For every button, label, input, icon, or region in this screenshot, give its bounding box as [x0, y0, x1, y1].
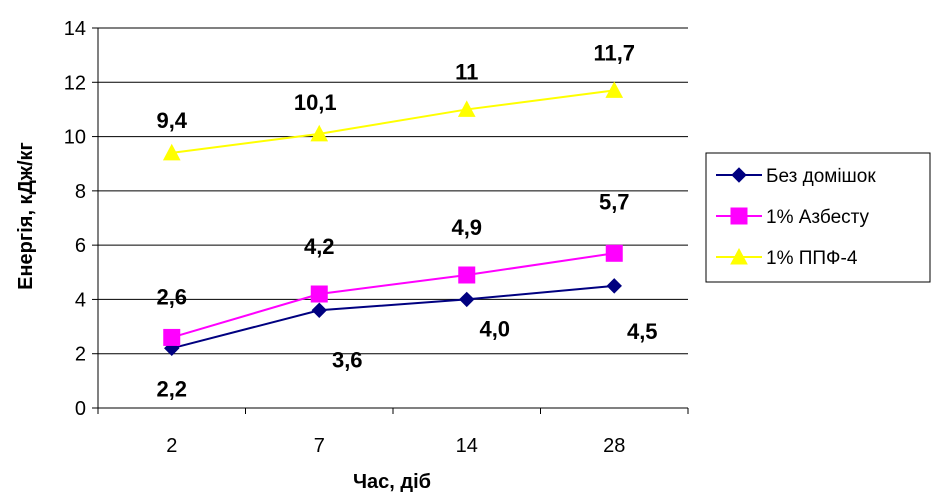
gridlines [98, 27, 688, 355]
y-tick-label: 2 [75, 344, 86, 366]
data-point [162, 143, 181, 161]
y-tick-label: 10 [64, 127, 86, 149]
legend-label: 1% ППФ-4 [766, 248, 858, 269]
legend-marker [730, 247, 748, 265]
x-tick-label: 2 [166, 435, 177, 457]
series-line [171, 284, 615, 350]
data-label: 4,5 [627, 319, 658, 344]
data-point [605, 244, 623, 262]
x-tick-label: 14 [456, 435, 478, 457]
legend-label: 1% Азбесту [766, 207, 870, 228]
x-axis-title: Час, діб [353, 471, 431, 493]
data-point [605, 81, 624, 98]
legend-item: 1% ППФ-4 [716, 247, 858, 269]
data-point [459, 291, 475, 308]
legend-item: Без домішок [716, 166, 876, 187]
series-3 [162, 81, 624, 161]
data-point [457, 100, 476, 117]
data-label: 2,6 [156, 284, 187, 309]
data-label: 11 [455, 59, 478, 84]
y-tick-label: 14 [64, 18, 86, 40]
data-point [310, 285, 328, 303]
data-label: 9,4 [156, 108, 187, 133]
y-axis-title: Енергія, кДж/кг [15, 142, 37, 290]
series-group [162, 81, 624, 356]
y-tick-label: 0 [75, 398, 86, 420]
series-1 [164, 278, 622, 356]
legend-label: Без домішок [766, 166, 876, 187]
data-point [458, 266, 476, 284]
data-label: 5,7 [599, 189, 630, 214]
legend-marker [731, 167, 747, 183]
data-label: 4,9 [451, 215, 482, 240]
series-line [171, 252, 615, 339]
y-tick-labels: 0 2 4 6 8 10 12 14 [64, 18, 98, 420]
y-tick-label: 4 [75, 289, 86, 311]
legend-marker [730, 207, 748, 225]
data-label: 2,2 [156, 376, 187, 401]
y-tick-label: 8 [75, 181, 86, 203]
y-tick-label: 6 [75, 235, 86, 257]
series-2 [163, 244, 623, 346]
data-label: 11,7 [593, 40, 635, 65]
x-tick-label: 28 [603, 435, 625, 457]
data-label: 4,0 [479, 316, 510, 341]
data-point [311, 302, 327, 318]
axes [97, 28, 688, 409]
data-point [163, 328, 181, 346]
data-label: 10,1 [294, 90, 337, 115]
x-tick-label: 7 [314, 435, 325, 457]
x-tick-labels: 2 7 14 28 [97, 408, 689, 457]
legend: Без домішок 1% Азбесту 1% ППФ-4 [705, 152, 931, 283]
y-tick-label: 12 [64, 72, 86, 94]
data-labels: 2,2 3,6 4,0 4,5 2,6 4,2 4,9 5,7 9,4 10,1 11 11,7 [156, 40, 657, 401]
data-label: 4,2 [304, 234, 335, 259]
data-point [310, 124, 329, 142]
data-label: 3,6 [332, 347, 363, 372]
data-point [606, 278, 622, 294]
series-line [171, 89, 615, 154]
legend-item: 1% Азбесту [716, 207, 870, 228]
